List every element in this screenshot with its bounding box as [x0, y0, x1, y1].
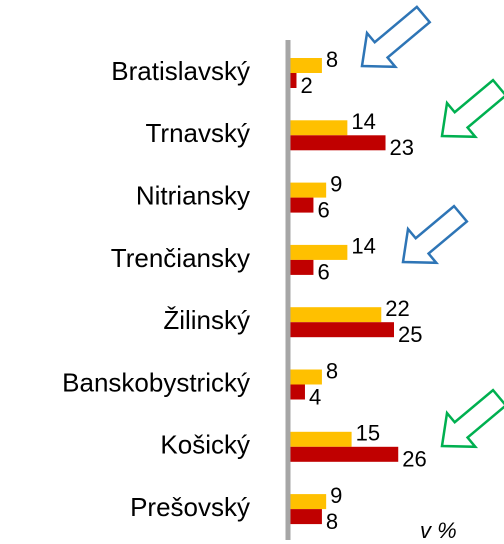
value-label: 8: [326, 47, 338, 72]
bar: [288, 197, 314, 213]
value-label: 22: [385, 296, 409, 321]
category-label: Bratislavský: [111, 56, 250, 86]
value-label: 9: [330, 483, 342, 508]
bar: [288, 431, 352, 447]
arrows: [360, 5, 504, 449]
bar: [288, 384, 305, 400]
bar: [288, 369, 322, 385]
blue-arrow: [401, 204, 469, 265]
value-label: 9: [330, 171, 342, 196]
value-label: 25: [398, 322, 422, 347]
bar: [288, 58, 322, 73]
bar: [288, 509, 322, 525]
value-label: 8: [326, 358, 338, 383]
bar: [288, 259, 314, 275]
bar: [288, 244, 348, 260]
bar: [288, 73, 297, 88]
category-label: Žilinský: [163, 305, 250, 335]
bar: [288, 182, 327, 198]
category-label: Prešovský: [130, 492, 250, 522]
category-label: Košický: [160, 430, 250, 460]
value-label: 6: [317, 197, 329, 222]
category-label: Trnavský: [146, 118, 251, 148]
category-label: Trenčiansky: [111, 243, 250, 273]
bar: [288, 494, 327, 510]
value-label: 14: [351, 234, 375, 259]
value-label: 2: [300, 73, 312, 98]
green-arrow: [440, 388, 504, 449]
bar: [288, 446, 399, 462]
unit-annotation: v %: [420, 518, 457, 543]
value-label: 4: [309, 384, 321, 409]
bar: [288, 135, 386, 151]
bar: [288, 322, 394, 338]
bar: [288, 120, 348, 136]
value-label: 8: [326, 509, 338, 534]
value-label: 6: [317, 260, 329, 285]
category-label: Nitriansky: [136, 180, 250, 210]
value-label: 15: [356, 421, 380, 446]
bar: [288, 307, 382, 323]
category-label: Banskobystrický: [62, 367, 250, 397]
value-label: 26: [402, 447, 426, 472]
value-label: 23: [390, 135, 414, 160]
blue-arrow: [360, 5, 432, 69]
green-arrow: [440, 78, 504, 139]
value-label: 14: [351, 109, 375, 134]
